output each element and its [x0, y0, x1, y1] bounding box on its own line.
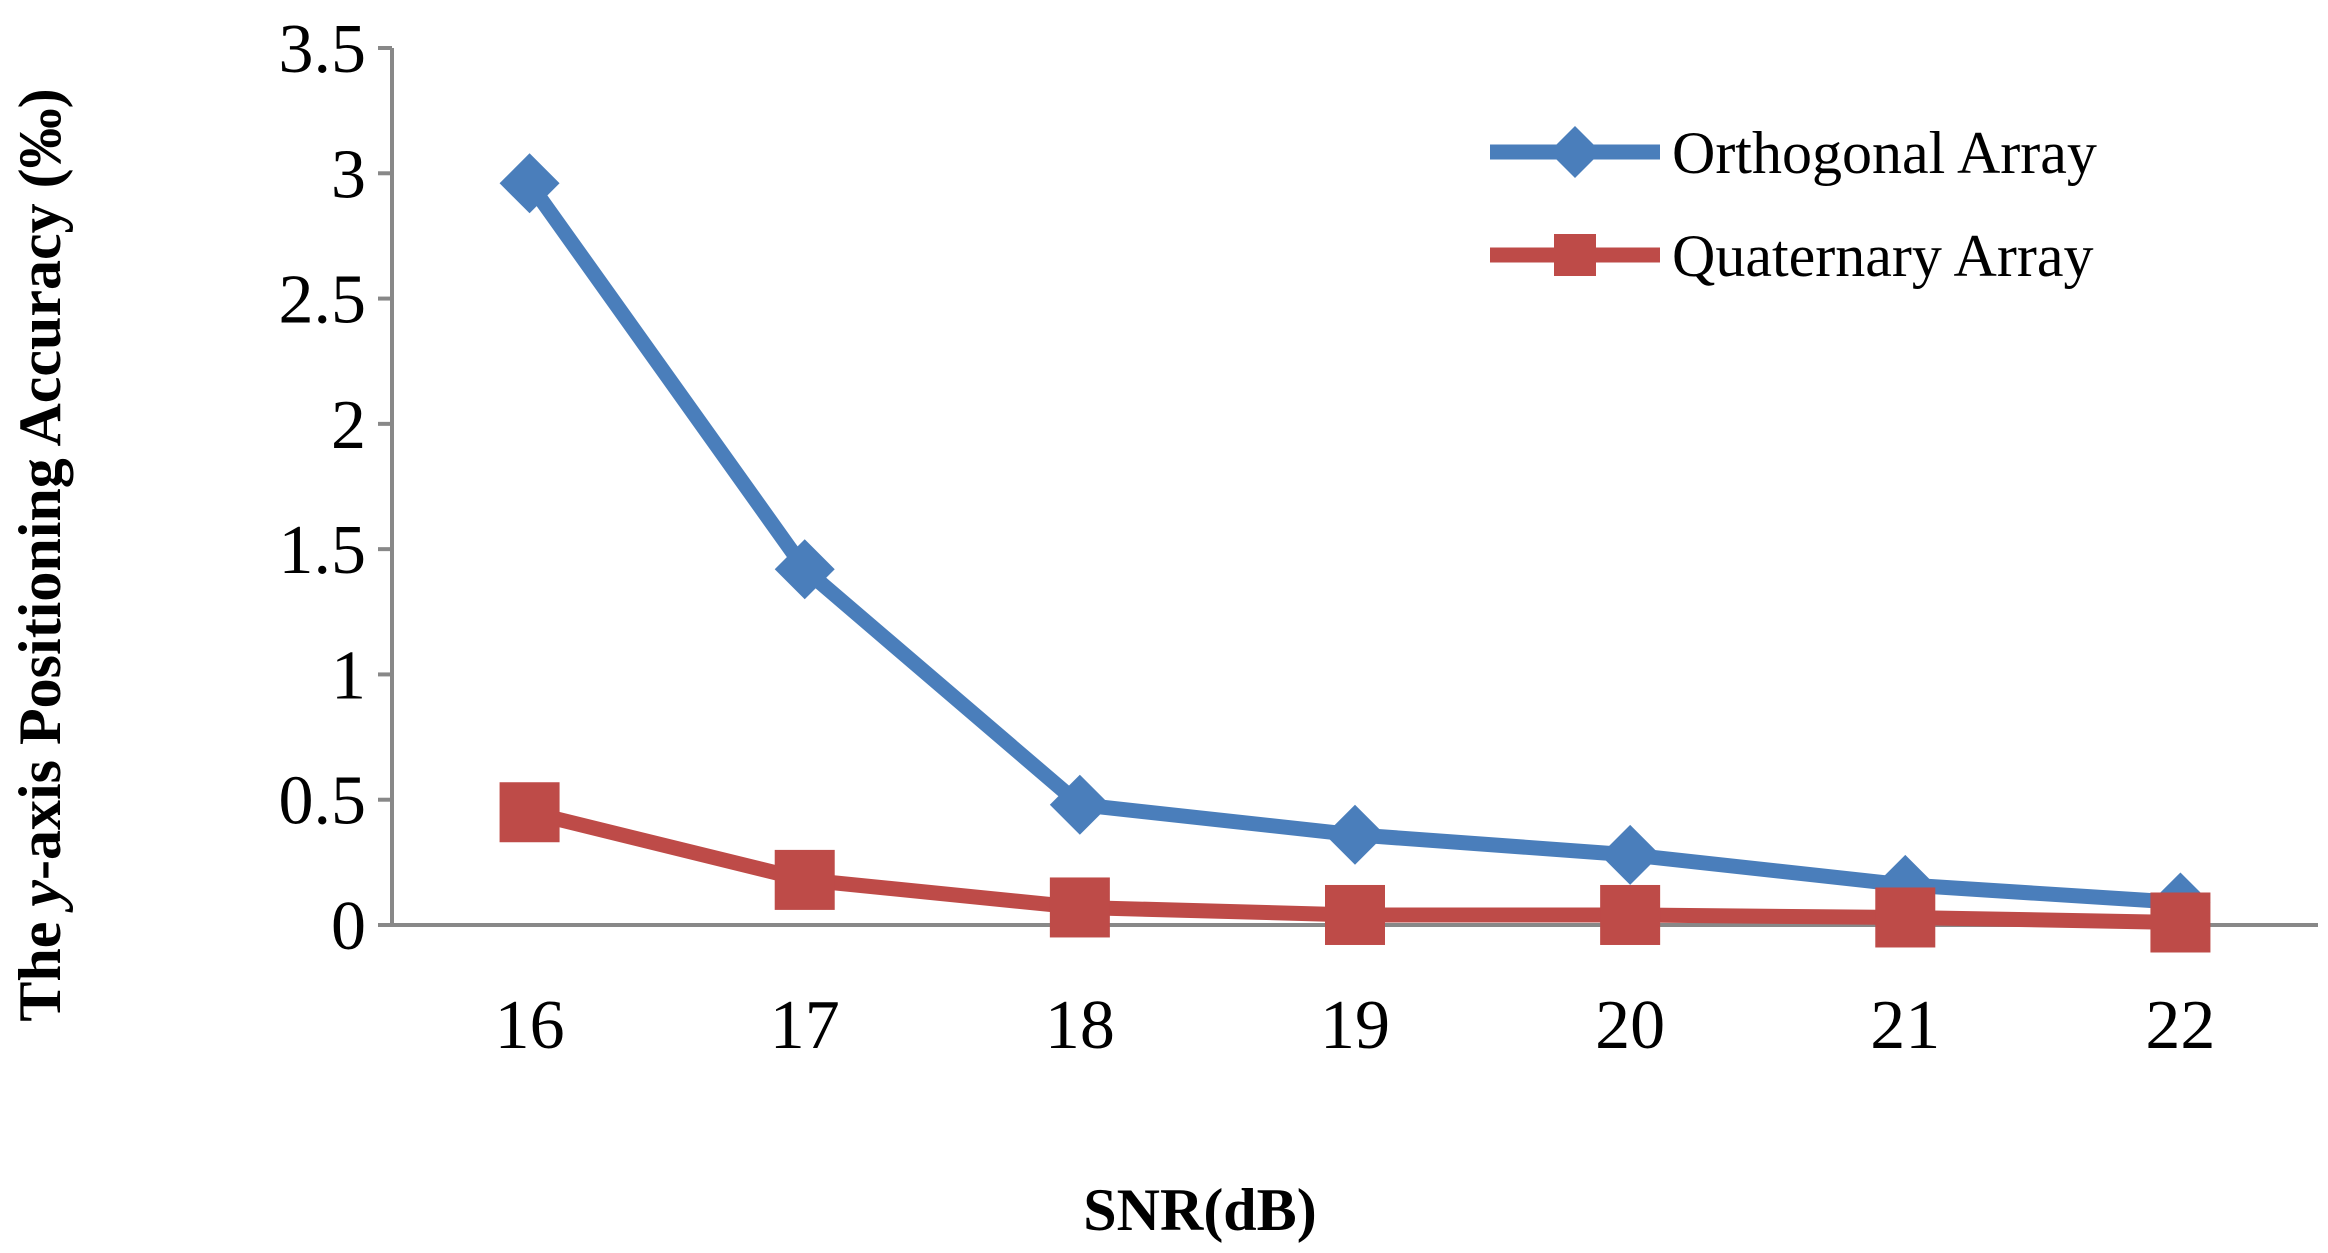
legend: Orthogonal Array Quaternary Array	[1490, 120, 2097, 289]
y-axis-title-suffix: -axis Positioning Accuracy (‰)	[7, 88, 73, 880]
data-point-square	[2150, 892, 2211, 953]
data-point-diamond	[1049, 774, 1110, 835]
data-point-diamond	[774, 539, 835, 600]
data-point-square	[1325, 884, 1385, 945]
data-point-square	[499, 782, 560, 843]
x-tick-label: 20	[1595, 987, 1665, 1064]
data-point-diamond	[499, 153, 560, 214]
legend-label: Quaternary Array	[1672, 223, 2093, 289]
x-tick-label: 17	[770, 987, 840, 1064]
y-tick-label: 2	[331, 387, 366, 464]
data-point-square	[1600, 884, 1661, 945]
series-quaternary-array	[499, 782, 2211, 953]
legend-label: Orthogonal Array	[1672, 120, 2097, 186]
x-ticks: 16 17 18 19 20 21 22	[495, 987, 2216, 1064]
y-axis-title: The y-axis Positioning Accuracy (‰)	[7, 88, 73, 1021]
x-tick-label: 21	[1870, 987, 1940, 1064]
y-tick-label: 1	[331, 637, 366, 714]
y-axis-title-italic: y	[7, 880, 73, 913]
series-layer	[499, 153, 2211, 953]
x-tick-label: 19	[1320, 987, 1390, 1064]
data-point-square	[774, 849, 835, 910]
legend-entry-quaternary: Quaternary Array	[1490, 223, 2093, 289]
data-point-square	[1049, 877, 1110, 938]
data-point-diamond	[1600, 824, 1661, 885]
data-point-square	[1875, 887, 1936, 948]
y-ticks: 0 0.5 1 1.5 2 2.5 3 3.5	[279, 11, 392, 965]
y-axis-title-prefix: The	[7, 907, 73, 1022]
x-axis-title: SNR(dB)	[1083, 1177, 1316, 1243]
y-tick-label: 3.5	[279, 11, 367, 88]
series-line	[523, 178, 2181, 910]
y-tick-label: 0.5	[279, 763, 367, 840]
x-tick-label: 22	[2145, 987, 2215, 1064]
x-tick-label: 16	[495, 987, 565, 1064]
legend-diamond-marker	[1549, 126, 1601, 178]
data-point-diamond	[1325, 804, 1385, 865]
y-tick-label: 0	[331, 888, 366, 965]
y-tick-label: 1.5	[279, 512, 367, 589]
y-tick-label: 2.5	[279, 262, 367, 339]
legend-entry-orthogonal: Orthogonal Array	[1490, 120, 2097, 186]
legend-square-marker	[1554, 234, 1596, 276]
y-tick-label: 3	[331, 136, 366, 213]
x-tick-label: 18	[1045, 987, 1115, 1064]
